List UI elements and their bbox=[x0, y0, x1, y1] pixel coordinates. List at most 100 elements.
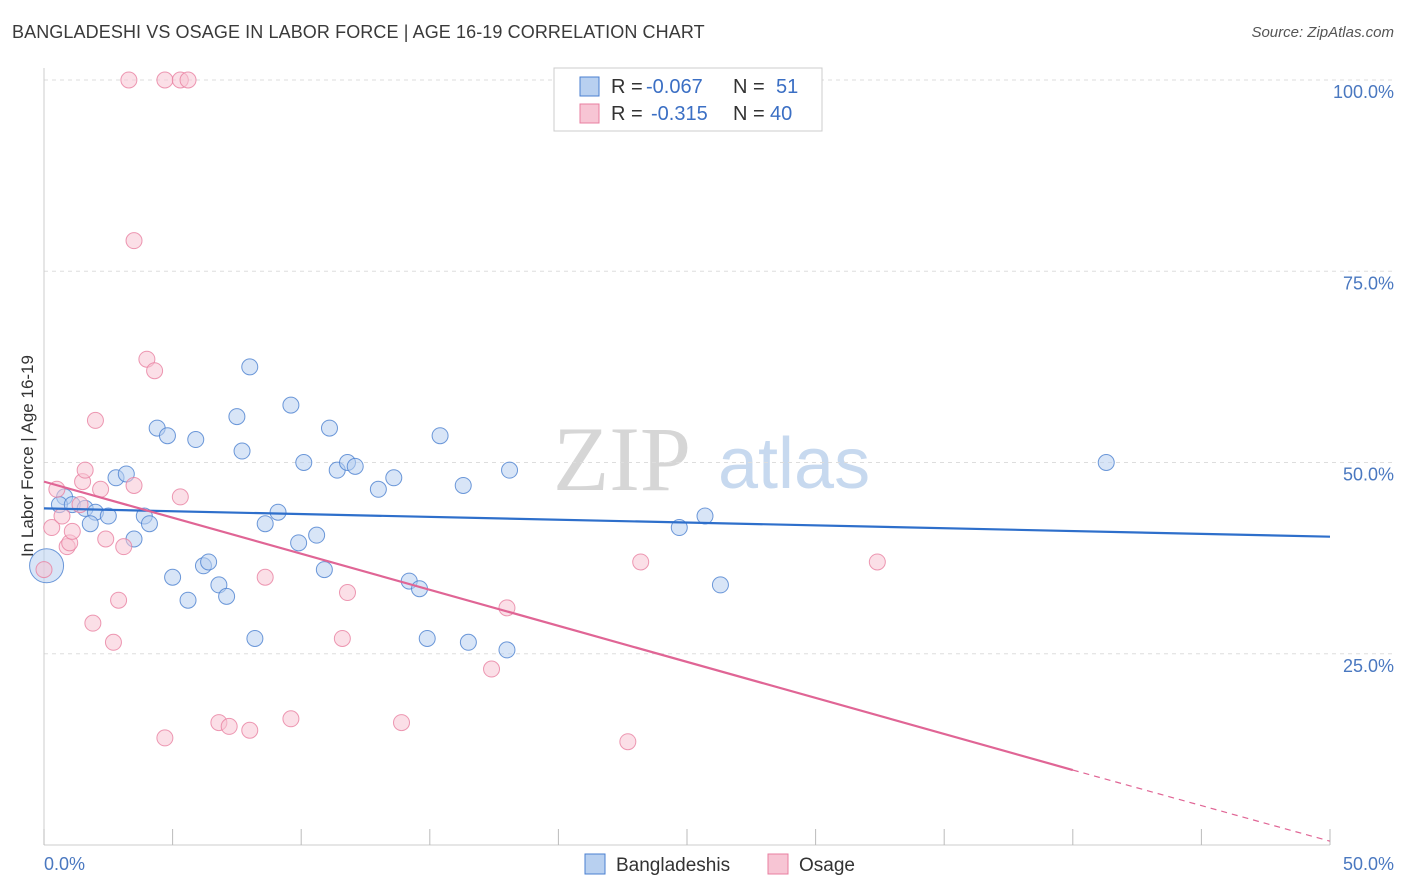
osage-point bbox=[338, 584, 356, 602]
bangladeshis-point bbox=[187, 431, 205, 449]
bangladeshis-point bbox=[269, 503, 287, 521]
bangladeshis-point bbox=[218, 587, 236, 605]
chart-title: BANGLADESHI VS OSAGE IN LABOR FORCE | AG… bbox=[12, 22, 705, 42]
series-osage-points bbox=[35, 71, 886, 751]
series-legend: Bangladeshis Osage bbox=[584, 853, 855, 876]
osage-point bbox=[35, 561, 53, 579]
bangladeshis-point bbox=[308, 526, 326, 544]
bangladeshis-point bbox=[418, 629, 436, 647]
bangladeshis-point bbox=[158, 427, 176, 445]
osage-point bbox=[110, 591, 128, 609]
bangladeshis-point bbox=[290, 534, 308, 552]
bangladeshis-point bbox=[241, 358, 259, 376]
bangladeshis-point bbox=[454, 476, 472, 494]
bangladeshis-point bbox=[233, 442, 251, 460]
y-tick-label: 50.0% bbox=[1343, 465, 1394, 485]
osage-trend-extension bbox=[1072, 769, 1331, 842]
osage-point bbox=[632, 553, 650, 571]
legend-n-label-pink: N = bbox=[733, 103, 765, 125]
legend-swatch-pink bbox=[579, 103, 600, 124]
bangladeshis-trend-line bbox=[43, 507, 1331, 538]
legend-r-label-pink: R = bbox=[611, 103, 643, 125]
osage-point bbox=[115, 538, 133, 556]
osage-point bbox=[125, 476, 143, 494]
bangladeshis-point bbox=[164, 568, 182, 586]
bangladeshis-point bbox=[140, 515, 158, 533]
legend-n-value-pink: 40 bbox=[770, 103, 792, 125]
osage-point bbox=[86, 411, 104, 429]
osage-point bbox=[156, 729, 174, 747]
osage-point bbox=[241, 721, 259, 739]
bangladeshis-point bbox=[696, 507, 714, 525]
osage-point bbox=[179, 71, 197, 89]
osage-point bbox=[104, 633, 122, 651]
osage-point bbox=[120, 71, 138, 89]
bangladeshis-point bbox=[99, 507, 117, 525]
bangladeshis-point bbox=[498, 641, 516, 659]
osage-point bbox=[53, 507, 71, 525]
watermark: ZIP atlas bbox=[553, 408, 870, 510]
y-tick-label: 25.0% bbox=[1343, 656, 1394, 676]
trend-lines bbox=[43, 480, 1331, 842]
osage-point bbox=[483, 660, 501, 678]
osage-point bbox=[333, 629, 351, 647]
legend-bangladeshis-label: Bangladeshis bbox=[616, 855, 730, 876]
legend-r-label-blue: R = bbox=[611, 76, 643, 98]
bangladeshis-point bbox=[282, 396, 300, 414]
osage-point bbox=[84, 614, 102, 632]
stats-legend: R = -0.067 N = 51 R = -0.315 N = 40 bbox=[553, 67, 823, 132]
bangladeshis-point bbox=[369, 480, 387, 498]
watermark-zip: ZIP bbox=[553, 408, 691, 510]
osage-point bbox=[125, 232, 143, 250]
bangladeshis-point bbox=[1097, 454, 1115, 471]
x-tick-label-max: 50.0% bbox=[1343, 854, 1394, 874]
bangladeshis-point bbox=[385, 469, 403, 487]
osage-point bbox=[393, 714, 411, 732]
x-ticks bbox=[43, 829, 1331, 845]
legend-n-value-blue: 51 bbox=[776, 76, 798, 98]
legend-r-value-pink: -0.315 bbox=[651, 103, 708, 125]
osage-point bbox=[868, 553, 886, 571]
legend-osage-swatch bbox=[767, 853, 789, 875]
bangladeshis-point bbox=[431, 427, 449, 445]
y-tick-labels: 25.0% 50.0% 75.0% 100.0% bbox=[1333, 82, 1394, 676]
bangladeshis-point bbox=[81, 515, 99, 533]
osage-point bbox=[63, 522, 81, 540]
bangladeshis-point bbox=[179, 591, 197, 609]
bangladeshis-point bbox=[256, 515, 274, 533]
osage-point bbox=[220, 717, 238, 735]
bangladeshis-point bbox=[346, 457, 364, 475]
osage-point bbox=[619, 733, 637, 751]
osage-point bbox=[146, 362, 164, 380]
bangladeshis-point bbox=[200, 553, 218, 571]
bangladeshis-point bbox=[711, 576, 729, 594]
bangladeshis-point bbox=[459, 633, 477, 651]
legend-bangladeshis-swatch bbox=[584, 853, 606, 875]
osage-point bbox=[97, 530, 115, 548]
legend-r-value-blue: -0.067 bbox=[646, 76, 703, 98]
bangladeshis-point bbox=[501, 461, 519, 479]
osage-point bbox=[282, 710, 300, 728]
y-tick-label: 100.0% bbox=[1333, 82, 1394, 102]
bangladeshis-point bbox=[228, 408, 246, 426]
bangladeshis-point bbox=[315, 561, 333, 579]
bangladeshis-point bbox=[246, 629, 264, 647]
osage-point bbox=[256, 568, 274, 586]
x-tick-label-min: 0.0% bbox=[44, 854, 85, 874]
legend-n-label-blue: N = bbox=[733, 76, 765, 98]
osage-point bbox=[43, 519, 61, 537]
bangladeshis-point bbox=[320, 419, 338, 437]
y-tick-label: 75.0% bbox=[1343, 273, 1394, 293]
legend-osage-label: Osage bbox=[799, 855, 855, 876]
gridlines bbox=[44, 79, 1392, 655]
watermark-atlas: atlas bbox=[718, 424, 870, 504]
osage-trend-line bbox=[43, 480, 1074, 772]
osage-point bbox=[171, 488, 189, 506]
bangladeshis-point bbox=[295, 454, 313, 471]
osage-point bbox=[156, 71, 174, 89]
legend-swatch-blue bbox=[579, 76, 600, 97]
osage-point bbox=[76, 461, 94, 479]
source-credit: Source: ZipAtlas.com bbox=[1251, 24, 1394, 41]
y-axis-title: In Labor Force | Age 16-19 bbox=[18, 355, 37, 557]
